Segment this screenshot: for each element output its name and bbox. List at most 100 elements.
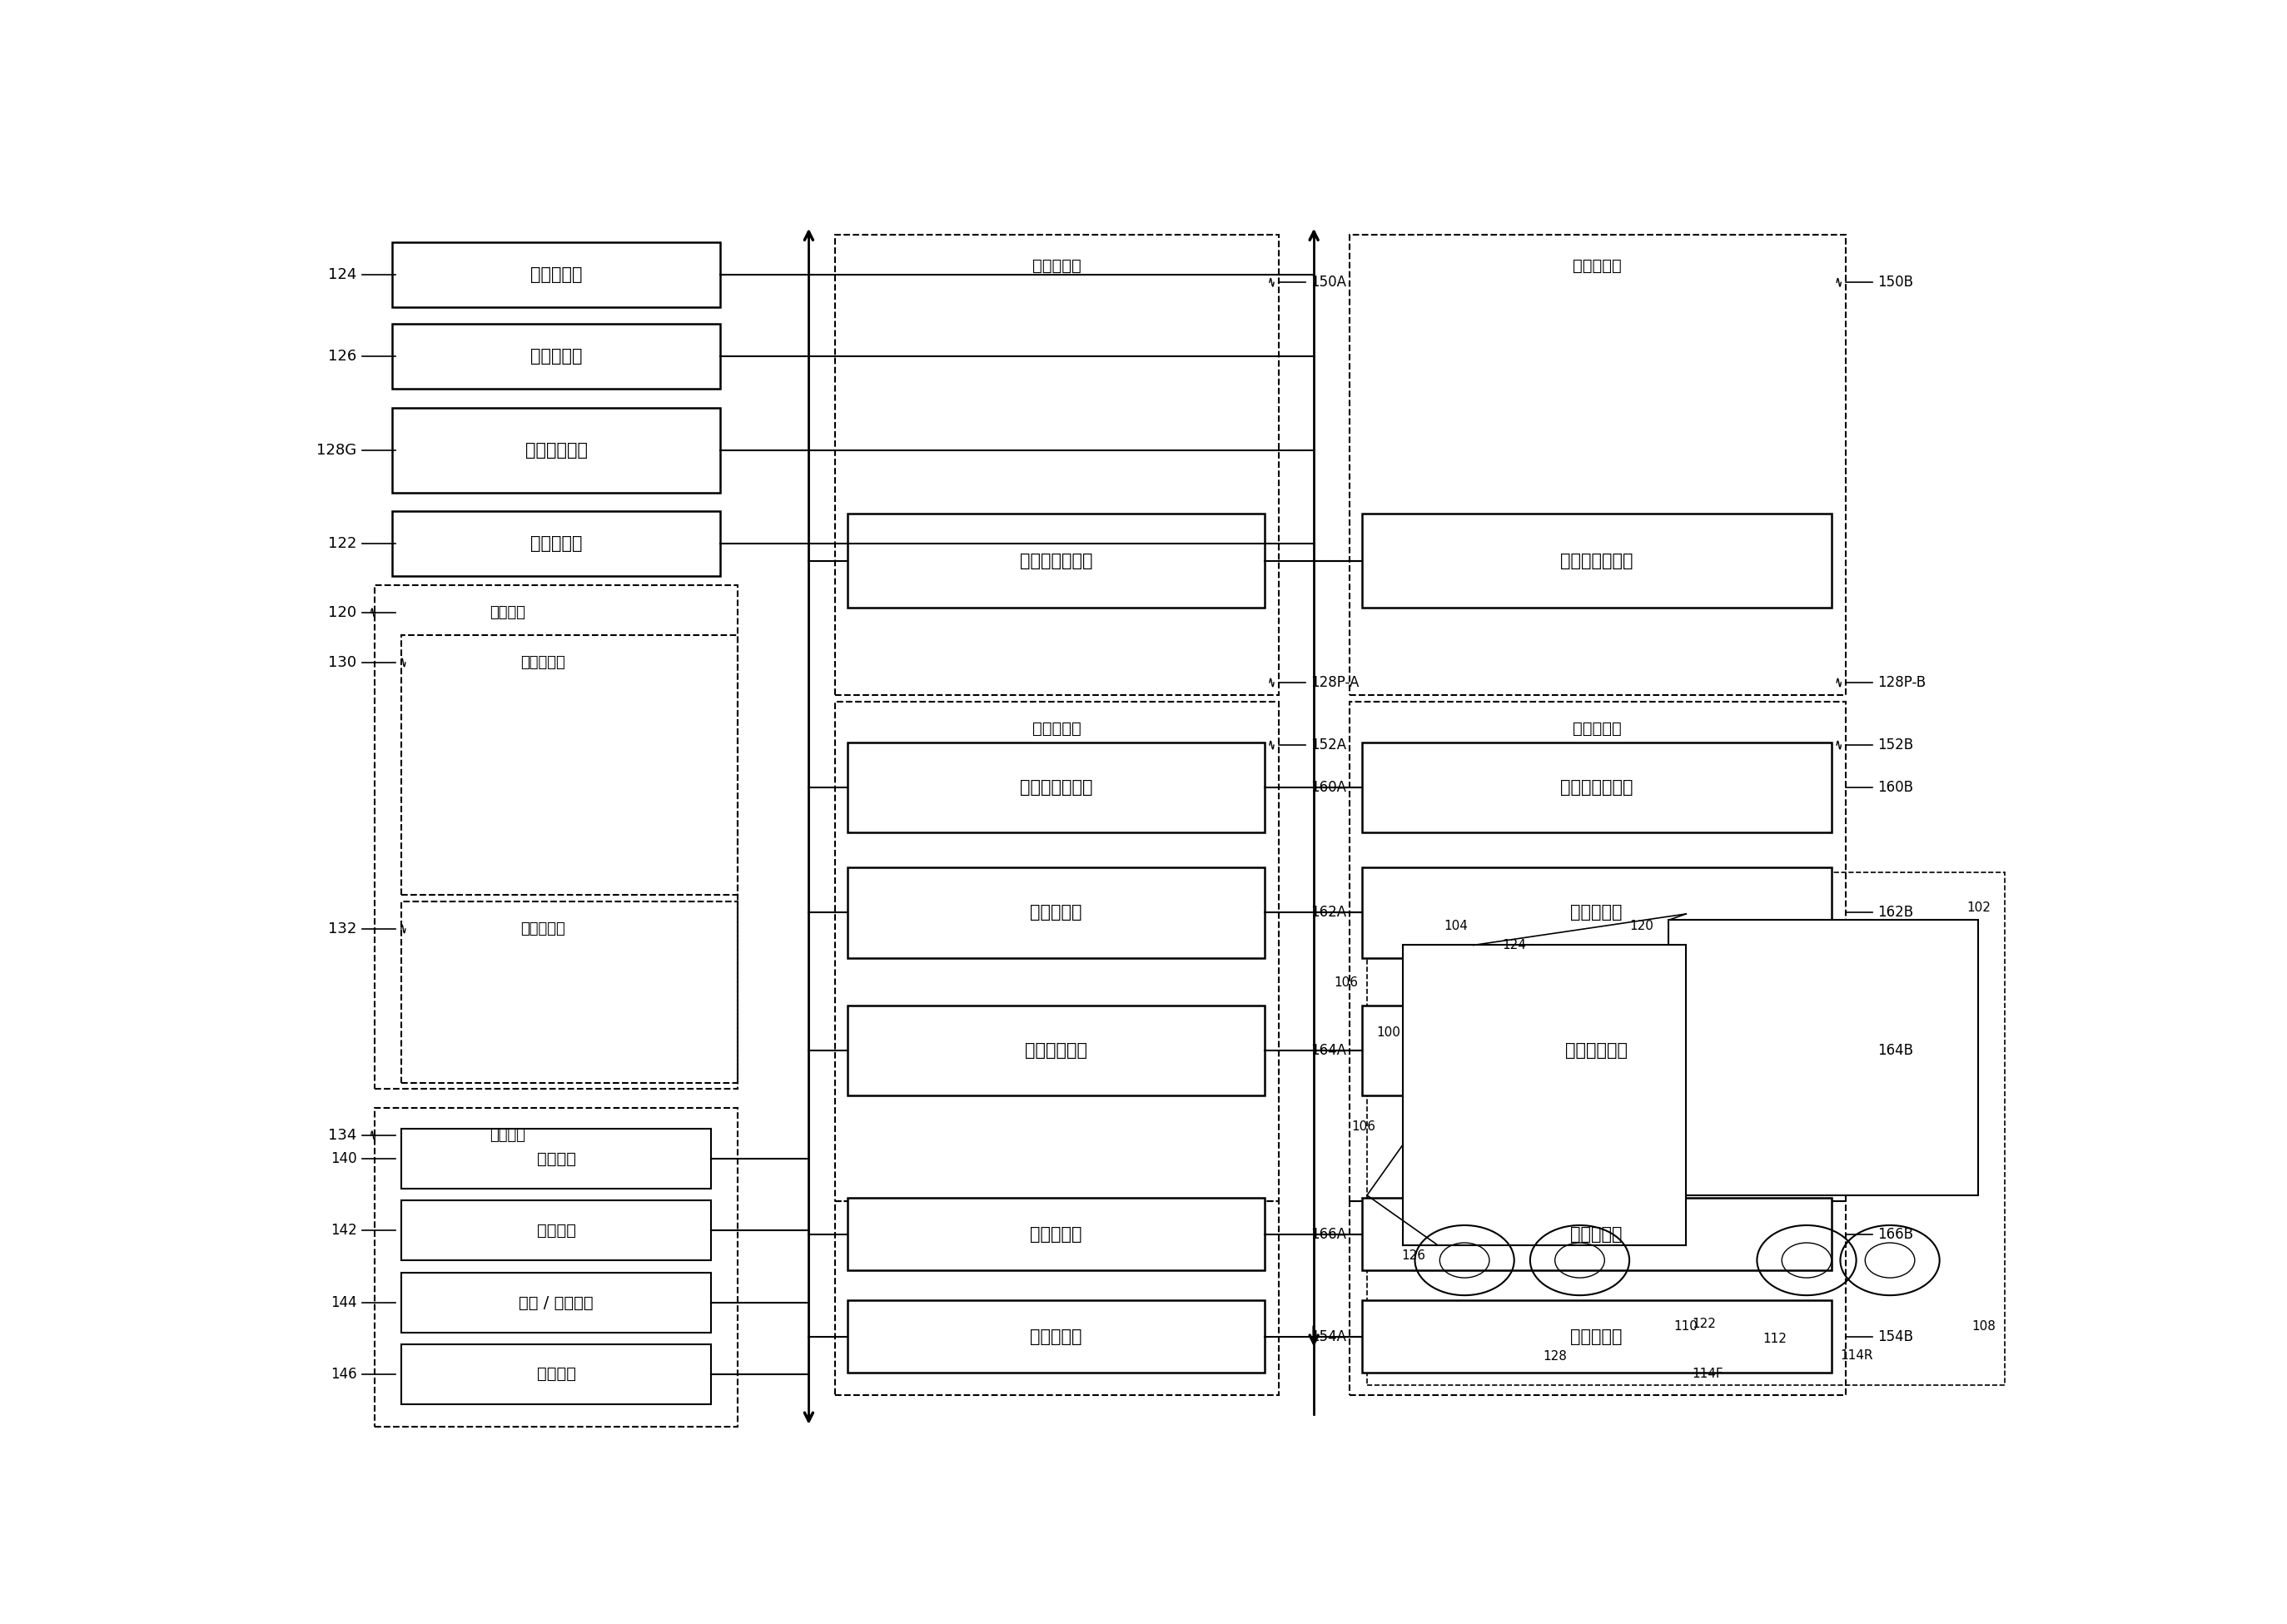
Bar bbox=[848, 513, 1265, 607]
Text: 主电力控制模块: 主电力控制模块 bbox=[1020, 552, 1093, 568]
Text: 主燃料箱系统: 主燃料箱系统 bbox=[1025, 1043, 1086, 1059]
Text: 106: 106 bbox=[1333, 976, 1358, 989]
Text: 子燃料箱系统: 子燃料箱系统 bbox=[1564, 1043, 1628, 1059]
Text: 108: 108 bbox=[1971, 1320, 1997, 1333]
Text: 124: 124 bbox=[1503, 939, 1525, 952]
Text: 122: 122 bbox=[327, 536, 357, 551]
Text: 140: 140 bbox=[329, 1151, 357, 1166]
Text: 130: 130 bbox=[329, 654, 357, 671]
Bar bbox=[1361, 1199, 1832, 1270]
Text: 128: 128 bbox=[1544, 1350, 1567, 1363]
Text: 100: 100 bbox=[1377, 1026, 1400, 1039]
Text: 114F: 114F bbox=[1692, 1367, 1722, 1380]
Text: 160B: 160B bbox=[1878, 780, 1914, 796]
Text: 110: 110 bbox=[1674, 1320, 1699, 1333]
Bar bbox=[1349, 235, 1846, 695]
Bar bbox=[835, 1202, 1278, 1395]
Bar bbox=[848, 742, 1265, 833]
Text: 124: 124 bbox=[327, 268, 357, 283]
Bar bbox=[400, 1345, 711, 1405]
Text: 主推进系统: 主推进系统 bbox=[1029, 1328, 1082, 1345]
Bar bbox=[1670, 921, 1978, 1195]
Text: 子电池系统: 子电池系统 bbox=[1571, 905, 1621, 921]
Text: 主电池系统: 主电池系统 bbox=[1029, 905, 1082, 921]
Text: 122: 122 bbox=[1692, 1317, 1715, 1330]
Bar bbox=[400, 1129, 711, 1189]
Text: 子电力控制模块: 子电力控制模块 bbox=[1560, 552, 1633, 568]
Text: 114R: 114R bbox=[1839, 1350, 1873, 1361]
Bar bbox=[848, 867, 1265, 958]
Bar bbox=[1349, 702, 1846, 1202]
Text: 142: 142 bbox=[329, 1223, 357, 1237]
Text: 附件系统: 附件系统 bbox=[537, 1366, 576, 1382]
Text: 子电力模块: 子电力模块 bbox=[1573, 258, 1621, 274]
Text: 全局控制模块: 全局控制模块 bbox=[526, 442, 588, 458]
Text: 处理器系统: 处理器系统 bbox=[531, 266, 583, 283]
Text: 128P-A: 128P-A bbox=[1310, 676, 1358, 690]
Text: 134: 134 bbox=[327, 1127, 357, 1143]
Bar bbox=[1361, 1005, 1832, 1095]
Bar bbox=[393, 242, 720, 307]
Bar bbox=[1361, 742, 1832, 833]
Text: 106: 106 bbox=[1352, 1121, 1374, 1132]
Bar bbox=[400, 901, 739, 1083]
Text: 制动系统: 制动系统 bbox=[537, 1151, 576, 1168]
Text: 150A: 150A bbox=[1310, 274, 1347, 291]
Text: 子燃料电池系统: 子燃料电池系统 bbox=[1560, 780, 1633, 796]
Bar bbox=[400, 635, 739, 895]
Text: 存储器系统: 存储器系统 bbox=[531, 348, 583, 364]
Bar bbox=[393, 512, 720, 577]
Text: 主能量系统: 主能量系统 bbox=[1031, 721, 1082, 737]
Bar bbox=[375, 1108, 739, 1426]
Bar bbox=[1349, 1202, 1846, 1395]
Bar bbox=[848, 1199, 1265, 1270]
Text: 传感器系统: 传感器系统 bbox=[531, 536, 583, 552]
Bar bbox=[393, 323, 720, 388]
Text: 推进超系统: 推进超系统 bbox=[521, 921, 565, 937]
Text: 车辆系统: 车辆系统 bbox=[489, 606, 526, 620]
Bar bbox=[1368, 872, 2006, 1385]
Text: 160A: 160A bbox=[1310, 780, 1347, 796]
Text: 162B: 162B bbox=[1878, 905, 1914, 921]
Text: 152A: 152A bbox=[1310, 737, 1347, 752]
Text: 128G: 128G bbox=[316, 442, 357, 458]
Text: 加热 / 冷却系统: 加热 / 冷却系统 bbox=[519, 1294, 595, 1311]
Bar bbox=[393, 408, 720, 492]
Text: 转向系统: 转向系统 bbox=[537, 1223, 576, 1237]
Text: 164B: 164B bbox=[1878, 1043, 1914, 1057]
Text: 子电机系统: 子电机系统 bbox=[1571, 1226, 1621, 1242]
Text: 子能量系统: 子能量系统 bbox=[1573, 721, 1621, 737]
Text: 112: 112 bbox=[1763, 1333, 1786, 1345]
Bar bbox=[400, 1273, 711, 1333]
Text: 166A: 166A bbox=[1310, 1226, 1347, 1241]
Bar bbox=[848, 1301, 1265, 1372]
Text: 102: 102 bbox=[1967, 901, 1990, 914]
Bar bbox=[1402, 945, 1686, 1246]
Text: 144: 144 bbox=[329, 1296, 357, 1311]
Text: 120: 120 bbox=[1631, 921, 1654, 932]
Bar bbox=[1361, 513, 1832, 607]
Bar bbox=[375, 585, 739, 1090]
Bar bbox=[1361, 1301, 1832, 1372]
Text: 152B: 152B bbox=[1878, 737, 1914, 752]
Text: 辅助系统: 辅助系统 bbox=[489, 1127, 526, 1143]
Text: 154B: 154B bbox=[1878, 1328, 1914, 1345]
Bar bbox=[400, 1200, 711, 1260]
Text: 154A: 154A bbox=[1310, 1328, 1347, 1345]
Text: 150B: 150B bbox=[1878, 274, 1914, 291]
Bar bbox=[835, 702, 1278, 1202]
Bar bbox=[835, 235, 1278, 695]
Text: 164A: 164A bbox=[1310, 1043, 1347, 1057]
Text: 104: 104 bbox=[1443, 921, 1468, 932]
Text: 主燃料电池系统: 主燃料电池系统 bbox=[1020, 780, 1093, 796]
Text: 128P-B: 128P-B bbox=[1878, 676, 1926, 690]
Bar bbox=[848, 1005, 1265, 1095]
Bar bbox=[1361, 867, 1832, 958]
Text: 主电机系统: 主电机系统 bbox=[1029, 1226, 1082, 1242]
Text: 子推进系统: 子推进系统 bbox=[1571, 1328, 1621, 1345]
Text: 132: 132 bbox=[327, 921, 357, 937]
Text: 主电力模块: 主电力模块 bbox=[1031, 258, 1082, 274]
Text: 126: 126 bbox=[329, 349, 357, 364]
Text: 146: 146 bbox=[329, 1366, 357, 1382]
Text: 120: 120 bbox=[329, 606, 357, 620]
